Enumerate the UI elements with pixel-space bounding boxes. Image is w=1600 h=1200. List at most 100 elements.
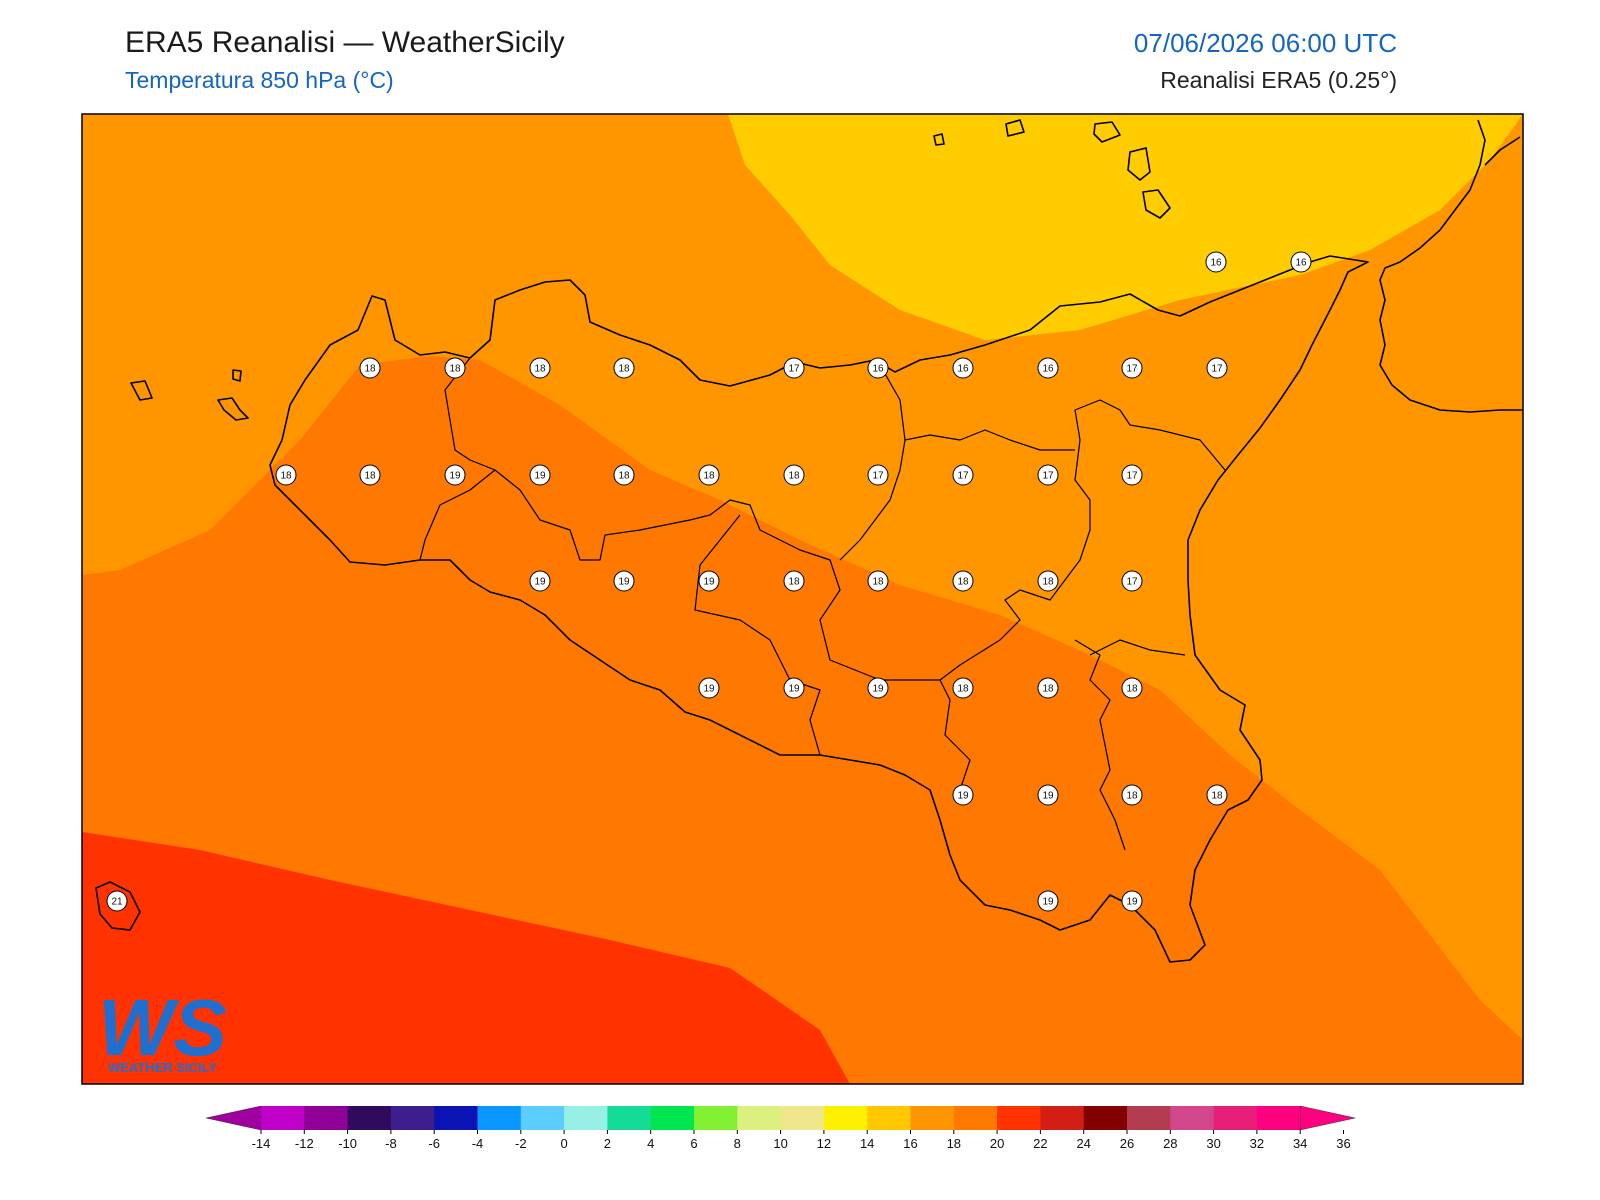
grid-point-value: 17: [957, 471, 969, 482]
colorbar-swatch: [1256, 1106, 1301, 1130]
grid-point-circle: [1121, 570, 1143, 592]
grid-point-circle: [783, 677, 805, 699]
grid-point-value: 18: [534, 364, 546, 375]
band-18-20: [82, 356, 1523, 1084]
grid-point-circle: [613, 464, 635, 486]
grid-point-marker: 17: [1206, 357, 1228, 379]
egadi-islands: [130, 369, 249, 421]
colorbar-tick-label: -10: [338, 1136, 357, 1151]
colorbar-swatch: [1083, 1106, 1128, 1130]
grid-point-circle: [359, 464, 381, 486]
grid-point-value: 18: [364, 471, 376, 482]
grid-point-marker: 17: [783, 357, 805, 379]
colorbar-tick-label: 16: [903, 1136, 917, 1151]
grid-point-value: 19: [534, 577, 546, 588]
colorbar-swatch: [564, 1106, 608, 1130]
band-20-22: [82, 832, 850, 1084]
grid-point-marker: 18: [1206, 784, 1228, 806]
grid-point-marker: 16: [1290, 251, 1312, 273]
colorbar-swatch: [520, 1106, 565, 1130]
grid-point-circle: [698, 464, 720, 486]
grid-point-circle: [1121, 784, 1143, 806]
colorbar-swatch: [867, 1106, 911, 1130]
colorbar-swatch: [1040, 1106, 1085, 1130]
grid-point-circle: [529, 357, 551, 379]
grid-point-circle: [1121, 357, 1143, 379]
grid-point-circle: [1205, 251, 1227, 273]
grid-point-value: 18: [364, 364, 376, 375]
calabria-coastline: [1379, 119, 1523, 413]
grid-point-value: 18: [1211, 791, 1223, 802]
grid-point-marker: 19: [529, 570, 551, 592]
colorbar-swatch: [261, 1106, 305, 1130]
pantelleria-island: [95, 881, 141, 931]
grid-point-circle: [1037, 890, 1059, 912]
grid-point-circle: [1121, 890, 1143, 912]
sicily-coastline: [269, 255, 1369, 963]
colorbar-tick-label: 22: [1033, 1136, 1047, 1151]
colorbar-tick-label: 28: [1163, 1136, 1177, 1151]
grid-point-value: 19: [1042, 791, 1054, 802]
colorbar-tick-label: 10: [773, 1136, 787, 1151]
grid-point-value: 19: [703, 577, 715, 588]
grid-point-circle: [1037, 677, 1059, 699]
colorbar-swatch: [347, 1106, 392, 1130]
band-16-18-east: [1330, 140, 1523, 300]
grid-point-circle: [1037, 570, 1059, 592]
grid-point-marker: 17: [1121, 570, 1143, 592]
grid-point-circle: [444, 464, 466, 486]
grid-point-circle: [275, 464, 297, 486]
colorbar-tick-label: 0: [560, 1136, 567, 1151]
colorbar-low-extend: [205, 1105, 262, 1131]
grid-point-marker: 19: [613, 570, 635, 592]
colorbar-swatch: [737, 1106, 782, 1130]
valid-datetime: 07/06/2026 06:00 UTC: [1133, 28, 1397, 58]
grid-point-value: 19: [1042, 897, 1054, 908]
grid-point-circle: [529, 464, 551, 486]
grid-point-marker: 18: [613, 464, 635, 486]
colorbar-tick-label: 8: [734, 1136, 741, 1151]
grid-point-marker: 19: [952, 784, 974, 806]
grid-point-circle: [529, 570, 551, 592]
grid-point-marker: 18: [952, 570, 974, 592]
grid-point-circle: [952, 677, 974, 699]
colorbar-tick-label: 18: [947, 1136, 961, 1151]
grid-point-value: 16: [1295, 258, 1307, 269]
colorbar-swatch: [650, 1106, 695, 1130]
grid-point-marker: 17: [1037, 464, 1059, 486]
grid-point-circle: [783, 357, 805, 379]
grid-point-value: 18: [1042, 577, 1054, 588]
grid-point-value: 19: [618, 577, 630, 588]
grid-point-value: 16: [1210, 258, 1222, 269]
grid-point-marker: 19: [444, 464, 466, 486]
grid-point-circle: [1290, 251, 1312, 273]
aeolian-islands: [933, 119, 1171, 219]
grid-point-value: 18: [872, 577, 884, 588]
colorbar-swatch: [1213, 1106, 1258, 1130]
grid-point-circle: [613, 570, 635, 592]
colorbar-swatch: [607, 1106, 652, 1130]
colorbar-tick-label: 6: [690, 1136, 697, 1151]
grid-point-circle: [783, 570, 805, 592]
grid-point-marker: 16: [1037, 357, 1059, 379]
grid-point-marker: 18: [359, 464, 381, 486]
grid-point-marker: 18: [613, 357, 635, 379]
colorbar-tick-label: 30: [1206, 1136, 1220, 1151]
colorbar-swatch: [304, 1106, 349, 1130]
grid-point-marker: 18: [444, 357, 466, 379]
grid-point-value: 17: [872, 471, 884, 482]
grid-point-circle: [783, 464, 805, 486]
grid-point-marker: 19: [1037, 890, 1059, 912]
colorbar-swatch: [434, 1106, 478, 1130]
grid-point-value: 21: [111, 897, 123, 908]
grid-point-marker: 18: [783, 570, 805, 592]
colorbar-tick-label: 4: [647, 1136, 654, 1151]
colorbar-tick-label: 32: [1250, 1136, 1264, 1151]
grid-point-marker: 16: [952, 357, 974, 379]
grid-point-marker: 16: [1205, 251, 1227, 273]
grid-point-value: 19: [788, 684, 800, 695]
colorbar-swatch: [953, 1106, 998, 1130]
colorbar-swatch: [823, 1106, 868, 1130]
colorbar-tick-label: -12: [295, 1136, 314, 1151]
